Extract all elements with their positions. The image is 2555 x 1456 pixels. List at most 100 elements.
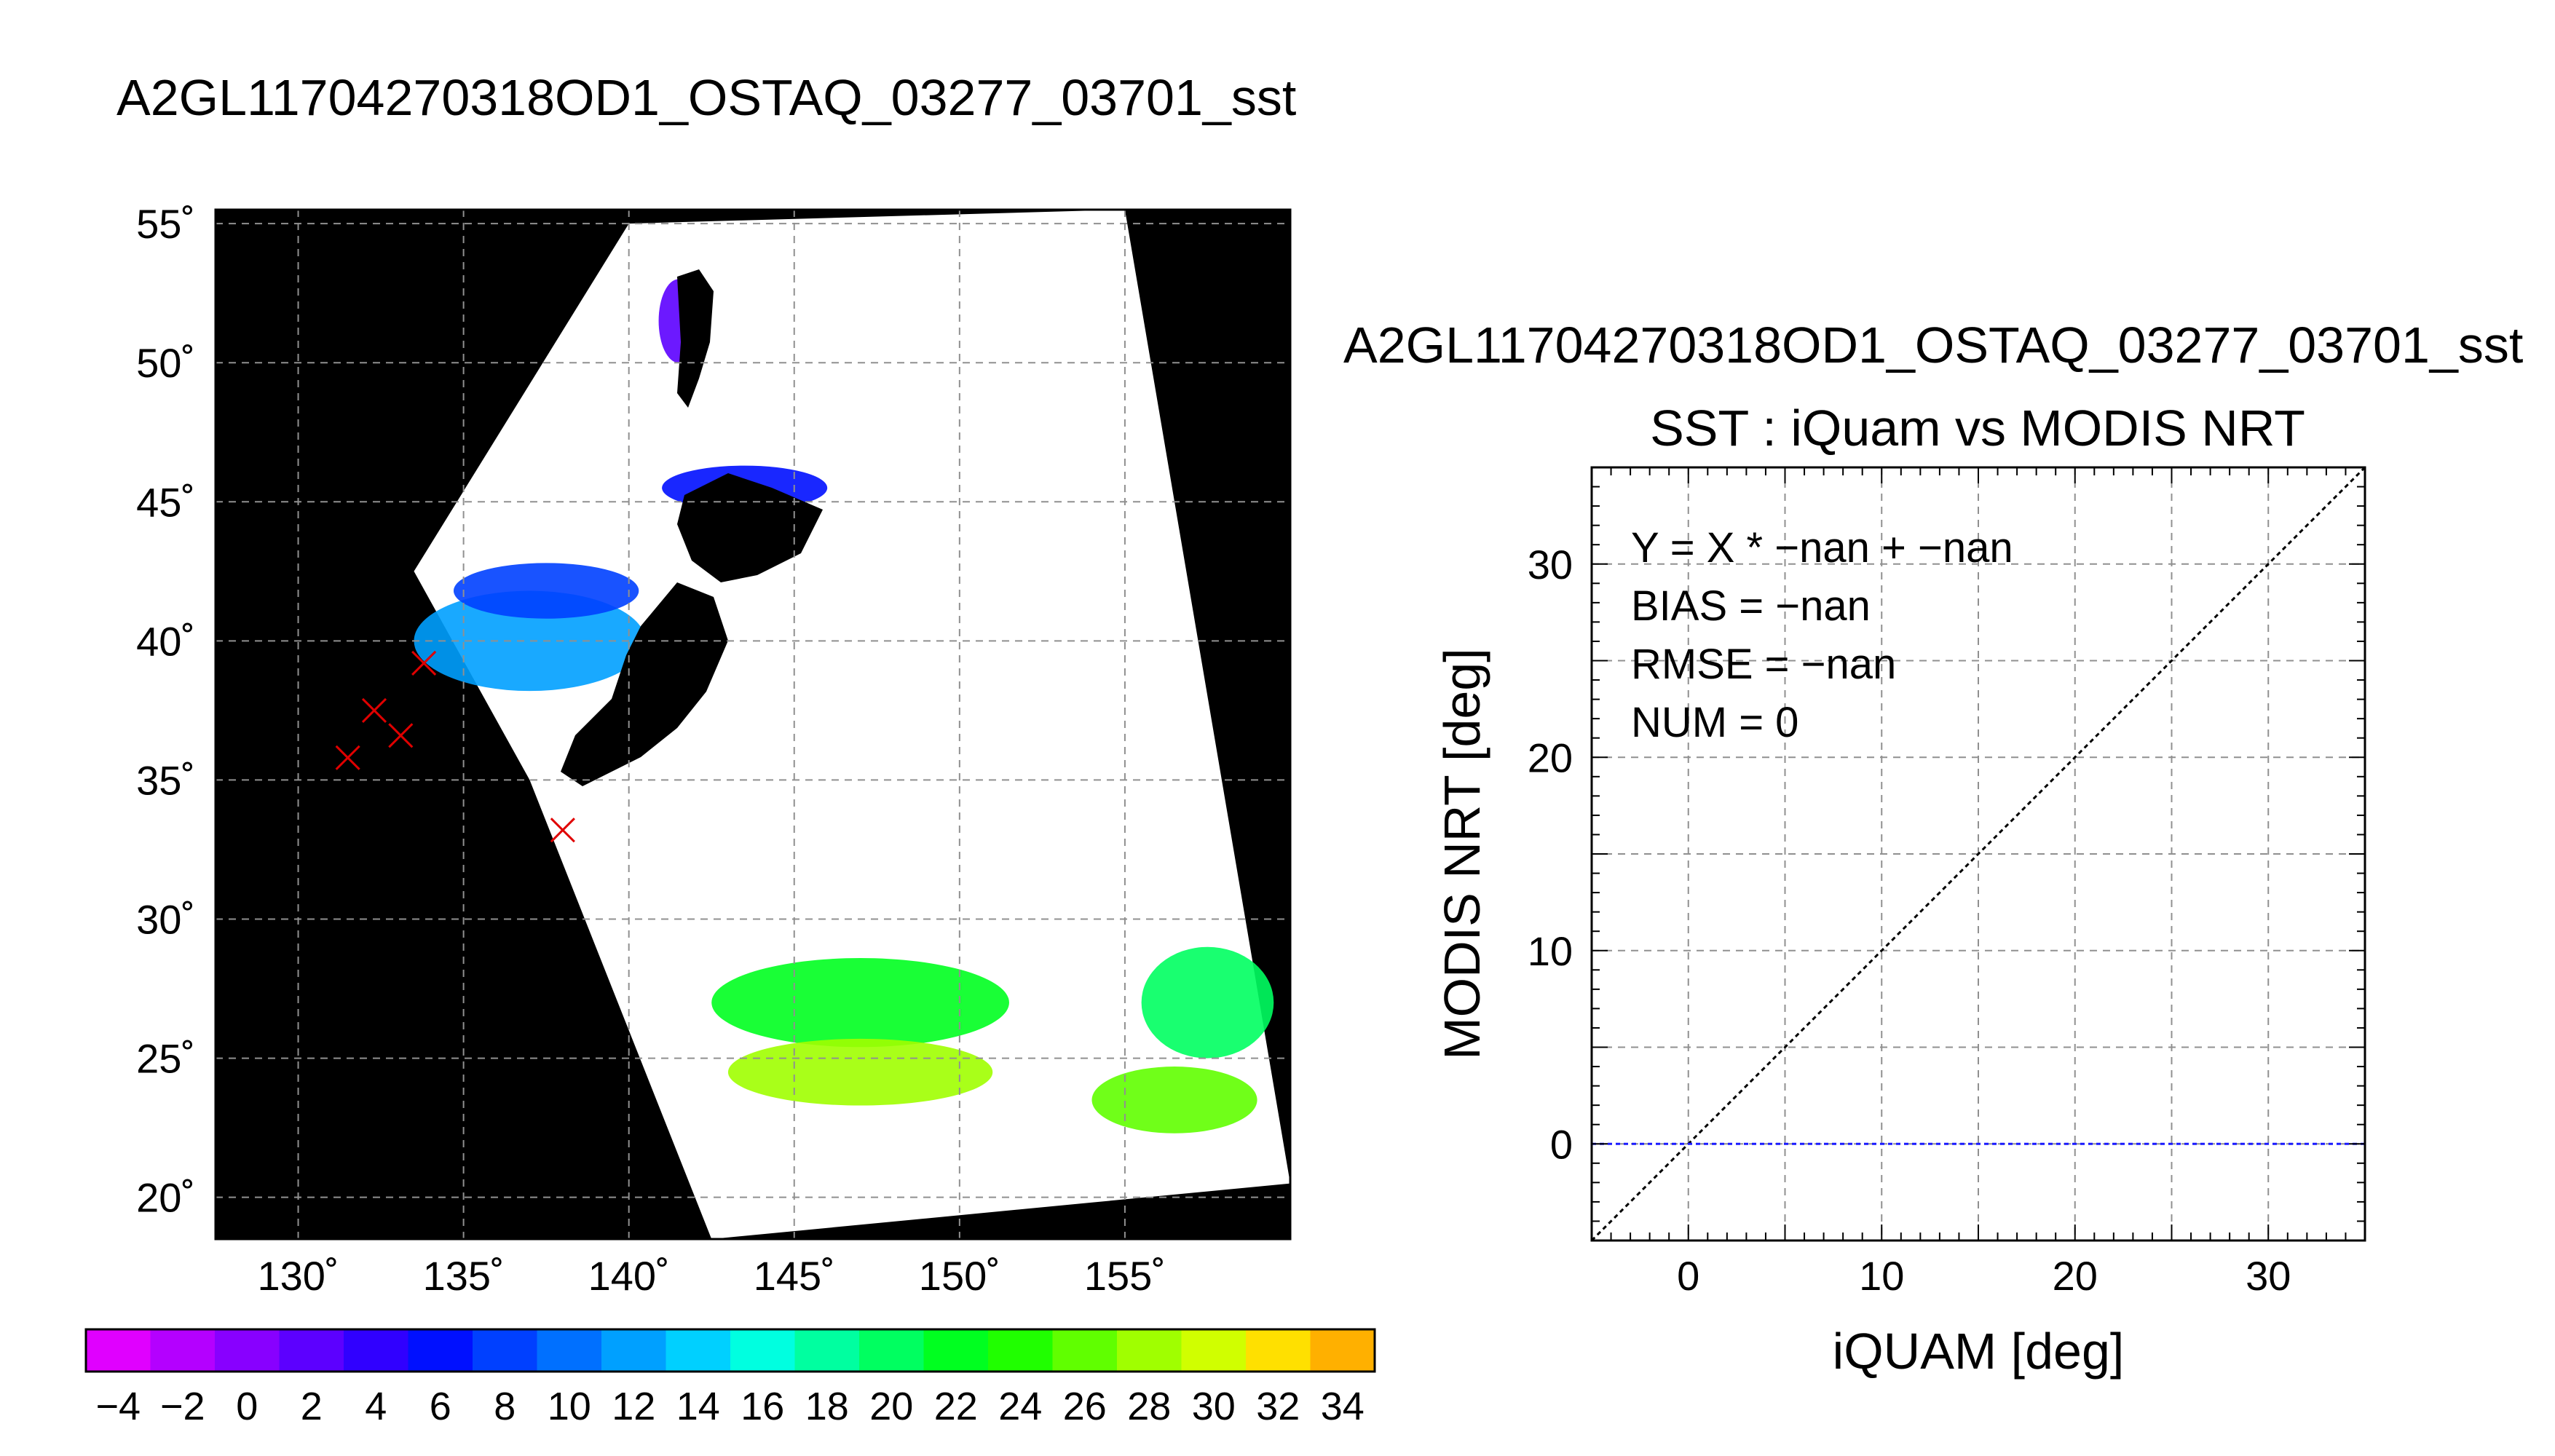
colorbar-tick-label: 18 [805,1385,849,1428]
map-marker [550,818,575,843]
scatter-annotation: Y = X * −nan + −nan [1631,524,2013,571]
map-y-tick-label: 55˚ [136,201,195,247]
sst-map-panel: 130˚ 135˚ 140˚ 145˚ 150˚ 155˚ 20˚ 25˚ 30˚ 35˚ 40˚… [136,201,1292,1299]
colorbar-tick-label: 2 [301,1385,323,1428]
colorbar-tick-label: 0 [236,1385,258,1428]
colorbar-cell [408,1329,473,1372]
colorbar-tick-label: −4 [95,1385,141,1428]
colorbar-cell [150,1329,216,1372]
scatter-annotation: BIAS = −nan [1631,582,1871,630]
land-honshu [561,582,728,786]
map-y-tick-label: 50˚ [136,340,195,386]
colorbar-cells [86,1329,1375,1372]
scatter-y-tick-label: 30 [1528,542,1573,587]
scatter-x-tick-labels: 0 10 20 30 [1677,1253,2291,1299]
colorbar-cell [344,1329,408,1372]
map-x-tick-label: 130˚ [257,1253,339,1299]
map-y-tick-labels: 20˚ 25˚ 30˚ 35˚ 40˚ 45˚ 50˚ 55˚ [136,201,195,1221]
colorbar-tick-label: 14 [676,1385,720,1428]
scatter-annotation: RMSE = −nan [1631,641,1896,688]
map-y-tick-label: 35˚ [136,757,195,803]
colorbar-cell [1117,1329,1182,1372]
map-y-tick-label: 20˚ [136,1175,195,1221]
map-x-tick-label: 140˚ [588,1253,670,1299]
colorbar-cell [923,1329,989,1372]
sst-region [727,1038,993,1106]
scatter-y-tick-label: 20 [1528,735,1573,780]
colorbar: −4 −2 0 2 4 6 8 10 12 14 16 18 20 22 24 26 28 30 32 34 [84,1328,1376,1428]
map-y-tick-label: 40˚ [136,618,195,664]
colorbar-tick-label: 20 [869,1385,913,1428]
colorbar-cell [86,1329,151,1372]
colorbar-cell [1246,1329,1311,1372]
scatter-y-label: MODIS NRT [deg] [1434,648,1490,1059]
colorbar-cell [1181,1329,1247,1372]
colorbar-cell [279,1329,344,1372]
sst-region [1141,946,1274,1059]
scatter-x-tick-label: 0 [1677,1253,1699,1299]
scatter-minor-ticks [1591,467,2366,1241]
colorbar-cell [1310,1329,1375,1372]
scatter-reference-lines [1590,466,2366,1242]
land-sakhalin [677,269,714,408]
map-marker [411,650,437,676]
map-y-tick-label: 25˚ [136,1036,195,1082]
colorbar-cell [537,1329,602,1372]
colorbar-tick-label: 4 [365,1385,387,1428]
colorbar-tick-label: 22 [934,1385,978,1428]
sst-region [711,958,1009,1048]
map-frame [214,208,1292,1241]
scatter-y-tick-label: 0 [1550,1121,1573,1167]
map-x-tick-label: 135˚ [423,1253,505,1299]
land-masks [561,269,823,786]
colorbar-cell [730,1329,795,1372]
colorbar-tick-label: 34 [1321,1385,1365,1428]
map-marker [361,697,387,723]
map-grid [216,210,1290,1239]
map-y-tick-label: 30˚ [136,897,195,943]
colorbar-cell [473,1329,537,1372]
colorbar-tick-label: 8 [494,1385,516,1428]
scatter-annotation: NUM = 0 [1631,699,1798,746]
colorbar-cell [215,1329,280,1372]
colorbar-cell [1052,1329,1118,1372]
colorbar-tick-label: 30 [1192,1385,1236,1428]
colorbar-cell [601,1329,666,1372]
scatter-y-tick-label: 10 [1528,928,1573,974]
colorbar-cell [666,1329,731,1372]
scatter-heading: A2GL11704270318OD1_OSTAQ_03277_03701_sst [1343,317,2523,373]
scatter-title: SST : iQuam vs MODIS NRT [1650,400,2305,456]
map-y-tick-label: 45˚ [136,479,195,525]
scatter-x-tick-label: 10 [1859,1253,1904,1299]
scatter-x-tick-label: 20 [2053,1253,2098,1299]
colorbar-tick-label: −2 [160,1385,205,1428]
sst-region [414,590,646,692]
scatter-x-tick-label: 30 [2246,1253,2291,1299]
colorbar-tick-label: 28 [1127,1385,1171,1428]
one-to-one-line [1590,466,2366,1242]
scatter-y-tick-labels: 0 10 20 30 [1528,542,1573,1168]
colorbar-tick-label: 12 [612,1385,655,1428]
colorbar-tick-label: 32 [1256,1385,1300,1428]
scatter-panel: A2GL11704270318OD1_OSTAQ_03277_03701_sst… [1343,317,2523,1380]
map-marker [388,723,414,748]
main-title: A2GL11704270318OD1_OSTAQ_03277_03701_sst [117,69,1296,126]
map-marker [335,745,360,770]
colorbar-cell [859,1329,924,1372]
colorbar-tick-label: 26 [1063,1385,1107,1428]
land-hokkaido [677,473,823,582]
satellite-swath [414,210,1290,1239]
map-markers [335,650,575,843]
map-x-tick-labels: 130˚ 135˚ 140˚ 145˚ 150˚ 155˚ [257,1253,1165,1299]
colorbar-tick-label: 16 [741,1385,784,1428]
scatter-annotations: Y = X * −nan + −nan BIAS = −nan RMSE = −na… [1631,524,2013,746]
colorbar-frame [84,1328,1376,1373]
colorbar-cell [988,1329,1053,1372]
colorbar-tick-label: 10 [548,1385,591,1428]
colorbar-tick-label: 24 [998,1385,1042,1428]
colorbar-tick-labels: −4 −2 0 2 4 6 8 10 12 14 16 18 20 22 24 26 28 30 32 34 [95,1385,1364,1428]
map-x-tick-label: 145˚ [754,1253,835,1299]
colorbar-tick-label: 6 [430,1385,451,1428]
map-x-tick-label: 155˚ [1084,1253,1166,1299]
